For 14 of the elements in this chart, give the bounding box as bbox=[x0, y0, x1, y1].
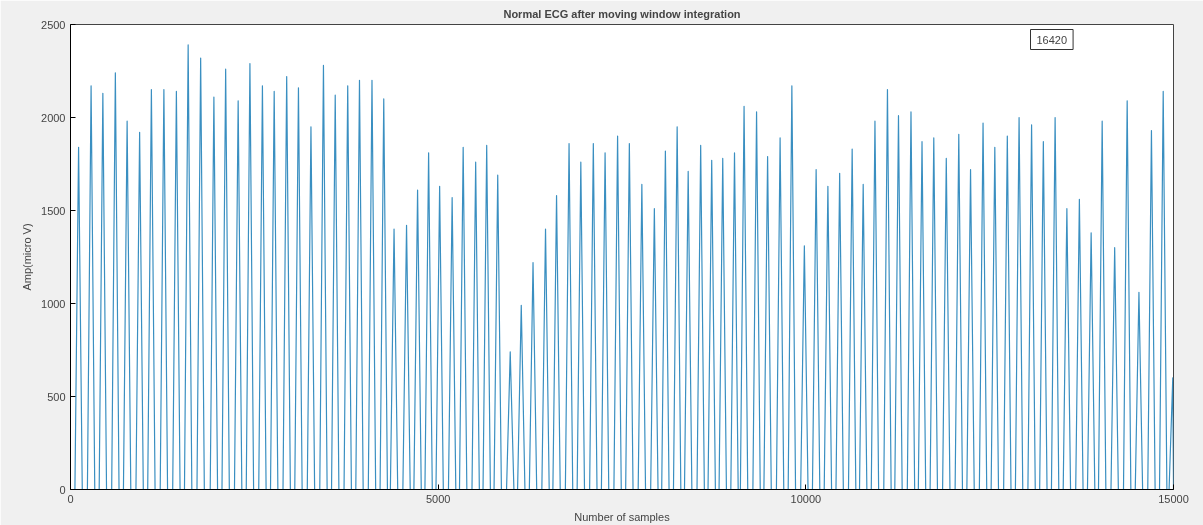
chart-title: Normal ECG after moving window integration bbox=[503, 7, 741, 20]
y-tick-label: 1000 bbox=[41, 297, 66, 310]
y-tick-label: 1500 bbox=[41, 204, 66, 217]
x-axis-title: Number of samples bbox=[574, 510, 671, 523]
y-tick-label: 2000 bbox=[41, 111, 66, 124]
y-axis-title: Amp(micro V) bbox=[21, 223, 34, 291]
annotation: 16420 bbox=[1036, 33, 1068, 46]
x-tick-label: 10000 bbox=[790, 492, 822, 505]
x-tick-label: 0 bbox=[67, 492, 74, 505]
y-tick-label: 500 bbox=[47, 390, 66, 403]
x-tick-label: 15000 bbox=[1158, 492, 1189, 505]
y-tick-label: 0 bbox=[59, 483, 66, 496]
x-tick-label: 5000 bbox=[425, 492, 451, 505]
y-tick-label: 2500 bbox=[41, 18, 66, 31]
